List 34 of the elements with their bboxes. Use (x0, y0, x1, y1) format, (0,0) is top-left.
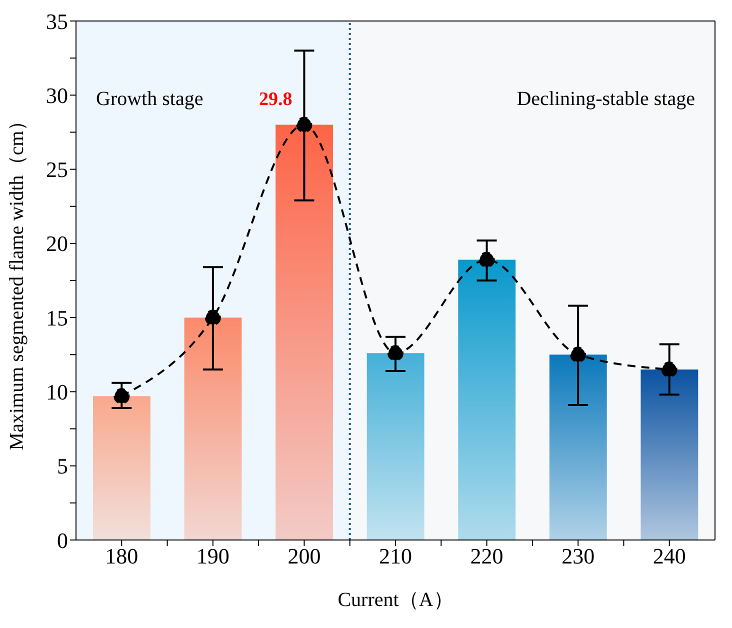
bar (458, 260, 516, 540)
x-tick-label: 240 (652, 544, 686, 569)
y-tick-label: 15 (46, 305, 68, 330)
x-tick-label: 190 (196, 544, 230, 569)
point (204, 310, 221, 326)
y-tick-label: 5 (57, 454, 68, 479)
point (388, 345, 404, 362)
band-label: Declining-stable stage (516, 88, 696, 110)
annotation: 29.8 (258, 88, 292, 110)
bar (184, 318, 242, 540)
bar (549, 354, 607, 540)
x-tick-label: 200 (288, 544, 321, 569)
x-tick-label: 230 (562, 544, 595, 569)
y-tick-label: 35 (46, 8, 68, 34)
bar (276, 124, 333, 540)
point (114, 388, 130, 404)
y-tick-label: 30 (46, 82, 68, 108)
x-tick-label: 180 (105, 544, 138, 569)
point (570, 346, 586, 363)
bar (640, 369, 698, 540)
bar (93, 396, 150, 540)
point (478, 252, 495, 268)
x-tick-label: 210 (379, 544, 412, 569)
band-label: Growth stage (96, 88, 204, 110)
point (296, 116, 312, 133)
y-tick-label: 20 (46, 231, 68, 256)
y-tick-label: 25 (46, 157, 68, 182)
x-axis-title: Current（A） (338, 589, 454, 611)
point (661, 361, 678, 378)
bar (366, 353, 424, 540)
y-axis-title: Maximum segmented flame width（cm） (6, 110, 28, 450)
y-tick-label: 0 (57, 528, 68, 553)
x-tick-label: 220 (470, 544, 504, 569)
y-tick-label: 10 (46, 380, 68, 405)
